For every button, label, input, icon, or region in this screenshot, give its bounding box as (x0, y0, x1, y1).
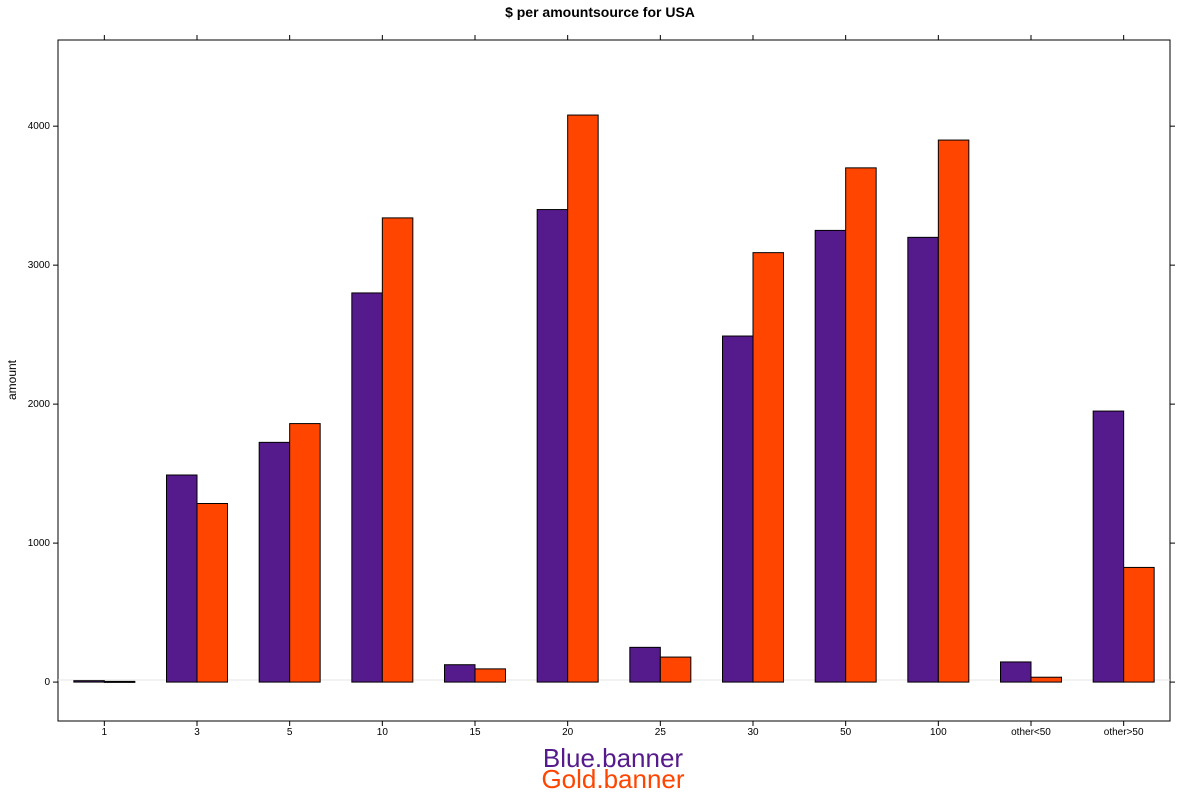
bar-Blue.banner-30 (722, 335, 754, 683)
y-axis: 0 1000 2000 3000 4000 (28, 121, 1175, 688)
bar-Blue.banner-100 (907, 236, 939, 683)
y-tick-label: 4000 (28, 121, 51, 132)
bar-Blue.banner-10 (351, 292, 383, 683)
bar-Blue.banner-other<50 (1000, 661, 1032, 683)
x-tick-label: 5 (287, 727, 293, 738)
bar-Blue.banner-20 (536, 209, 569, 683)
bar-Blue.banner-5 (258, 441, 291, 683)
bar-Gold.banner-10 (381, 217, 414, 683)
bar-Gold.banner-30 (752, 252, 784, 683)
bar-Blue.banner-50 (814, 229, 847, 683)
bar-Blue.banner-other>50 (1092, 410, 1125, 683)
bar-Blue.banner-1 (73, 680, 105, 683)
y-tick-label: 1000 (28, 538, 51, 549)
bar-Gold.banner-20 (567, 114, 599, 683)
chart-title: $ per amountsource for USA (505, 4, 695, 20)
bar-Gold.banner-25 (659, 656, 692, 683)
bar-Gold.banner-other<50 (1030, 676, 1062, 683)
x-tick-label: 15 (469, 727, 481, 738)
plot-frame (57, 39, 1171, 722)
bar-Gold.banner-1 (103, 680, 136, 683)
y-tick-label: 0 (44, 677, 50, 688)
bars-group (73, 114, 1155, 683)
x-tick-label: 20 (562, 727, 574, 738)
y-tick-label: 2000 (28, 399, 51, 410)
x-tick-label: 3 (194, 727, 200, 738)
bar-Gold.banner-15 (474, 668, 506, 683)
legend-entry: Blue.banner (543, 743, 684, 773)
legend-entry: Gold.banner (541, 764, 684, 794)
x-tick-label: 100 (930, 727, 947, 738)
bar-Gold.banner-3 (196, 502, 228, 683)
x-tick-label: other>50 (1104, 727, 1144, 738)
y-tick-label: 3000 (28, 260, 51, 271)
bar-Gold.banner-100 (937, 139, 970, 683)
bar-Gold.banner-other>50 (1123, 566, 1155, 683)
bar-Gold.banner-5 (289, 423, 321, 683)
x-tick-label: 1 (102, 727, 108, 738)
bar-Gold.banner-50 (845, 167, 877, 683)
x-tick-label: 30 (747, 727, 759, 738)
bar-Blue.banner-25 (629, 646, 661, 683)
x-tick-label: 50 (840, 727, 852, 738)
y-axis-label: amount (5, 359, 19, 400)
bar-Blue.banner-15 (444, 664, 476, 683)
x-tick-label: 10 (377, 727, 389, 738)
x-tick-label: 25 (655, 727, 667, 738)
x-axis: 1 3 5 10 15 20 25 30 50 100 other<50 other>50 (102, 35, 1144, 738)
bar-Blue.banner-3 (166, 474, 198, 683)
x-tick-label: other<50 (1011, 727, 1051, 738)
